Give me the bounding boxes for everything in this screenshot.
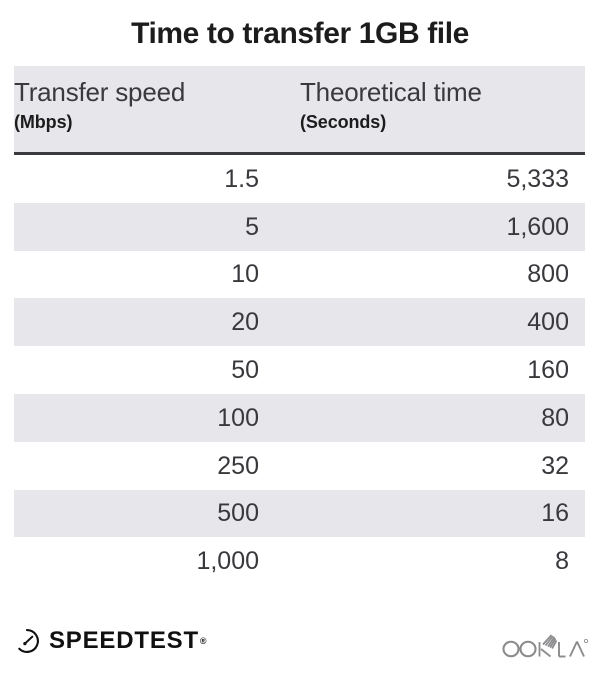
- cell-transfer-speed: 20: [231, 308, 259, 337]
- table-row: 20 400: [14, 298, 585, 347]
- ookla-wordmark-icon: [502, 634, 588, 658]
- table-row: 50 160: [14, 346, 585, 394]
- cell-theoretical-time: 5,333: [506, 164, 569, 193]
- ookla-logo: [502, 629, 588, 659]
- cell-theoretical-time: 800: [527, 260, 569, 289]
- footer: SPEEDTEST ®: [0, 615, 600, 677]
- table-row: 500 16: [14, 489, 585, 538]
- table-row: 250 32: [14, 441, 585, 490]
- cell-theoretical-time: 400: [527, 308, 569, 337]
- table-row: 1.5 5,333: [14, 155, 585, 203]
- column-header-transfer-speed-label: Transfer speed: [14, 77, 186, 107]
- cell-transfer-speed: 5: [245, 212, 259, 241]
- cell-transfer-speed: 500: [217, 499, 259, 528]
- page-title: Time to transfer 1GB file: [131, 17, 469, 50]
- transfer-time-table: Transfer speed (Mbps) Theoretical time (…: [14, 66, 585, 586]
- table-row: 1,000 8: [14, 537, 585, 586]
- column-header-transfer-speed-unit: (Mbps): [14, 112, 73, 132]
- speedometer-gauge-icon: [18, 629, 39, 653]
- cell-transfer-speed: 50: [231, 356, 259, 385]
- table-header: Transfer speed (Mbps) Theoretical time (…: [14, 66, 585, 155]
- column-header-theoretical-time-label: Theoretical time: [300, 77, 482, 107]
- column-header-theoretical-time: Theoretical time (Seconds): [300, 75, 585, 135]
- table-row: 10 800: [14, 250, 585, 299]
- cell-theoretical-time: 160: [527, 356, 569, 385]
- cell-transfer-speed: 1,000: [196, 547, 259, 576]
- speedtest-trademark-icon: ®: [199, 636, 207, 646]
- cell-transfer-speed: 250: [217, 451, 259, 480]
- cell-transfer-speed: 100: [217, 403, 259, 432]
- column-header-transfer-speed: Transfer speed (Mbps): [14, 75, 300, 135]
- cell-transfer-speed: 10: [231, 260, 259, 289]
- column-header-theoretical-time-unit: (Seconds): [300, 112, 387, 132]
- table-header-row: Transfer speed (Mbps) Theoretical time (…: [14, 75, 585, 135]
- table-row: 100 80: [14, 393, 585, 442]
- speedtest-logo: SPEEDTEST ®: [14, 628, 207, 654]
- speedtest-wordmark: SPEEDTEST: [49, 627, 199, 654]
- header-divider-rule: [14, 152, 585, 155]
- cell-theoretical-time: 16: [541, 499, 569, 528]
- cell-theoretical-time: 32: [541, 451, 569, 480]
- cell-transfer-speed: 1.5: [224, 164, 259, 193]
- table-body: 1.5 5,333 5 1,600 10 800 20 400 50 160 1…: [14, 155, 585, 586]
- table-row: 5 1,600: [14, 202, 585, 251]
- cell-theoretical-time: 8: [555, 547, 569, 576]
- cell-theoretical-time: 1,600: [506, 212, 569, 241]
- cell-theoretical-time: 80: [541, 403, 569, 432]
